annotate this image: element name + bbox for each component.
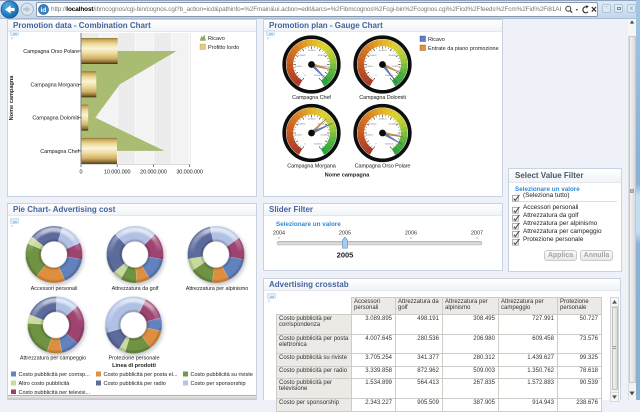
svg-text:10.000.0: 10.000.0: [297, 123, 306, 125]
svg-text:2006: 2006: [405, 231, 417, 237]
svg-text:Altro costo pubblicità: Altro costo pubblicità: [19, 381, 71, 387]
svg-text:Protezione personale: Protezione personale: [109, 356, 160, 362]
svg-text:5.000.0: 5.000.0: [295, 134, 303, 136]
svg-text:10.000.0: 10.000.0: [297, 55, 306, 57]
svg-text:25.000.0: 25.000.0: [392, 66, 401, 68]
svg-text:Campagna Orso Polare: Campagna Orso Polare: [355, 164, 411, 170]
svg-text:Attrezzatura per alpinismo: Attrezzatura per alpinismo: [186, 286, 249, 292]
svg-text:5.000.0: 5.000.0: [366, 134, 374, 136]
svg-text:Costo pubblicità per televisi.: Costo pubblicità per televisi...: [19, 390, 91, 394]
svg-text:Profitto lordo: Profitto lordo: [208, 45, 239, 51]
svg-text:20.000.0: 20.000.0: [389, 55, 398, 57]
svg-text:20.000.0: 20.000.0: [389, 123, 398, 125]
svg-text:10.000.0: 10.000.0: [368, 123, 377, 125]
svg-text:25.000.0: 25.000.0: [321, 134, 330, 136]
svg-text:Campagna Morgana: Campagna Morgana: [30, 82, 80, 88]
svg-text:2005: 2005: [339, 231, 351, 237]
svg-text:Campagna Dolomiti: Campagna Dolomiti: [32, 116, 79, 122]
svg-text:15.000.0: 15.000.0: [378, 119, 387, 121]
svg-text:15.000.0: 15.000.0: [307, 50, 316, 52]
svg-text:id: id: [41, 7, 47, 14]
svg-text:5.000.0: 5.000.0: [366, 66, 374, 68]
svg-text:Campagna Chef: Campagna Chef: [292, 95, 331, 101]
svg-text:Linea di prodotti: Linea di prodotti: [112, 363, 156, 369]
svg-text:5.000.0: 5.000.0: [295, 66, 303, 68]
svg-text:0: 0: [80, 170, 83, 176]
svg-text:10.000.0: 10.000.0: [368, 55, 377, 57]
svg-text:Accessori personali: Accessori personali: [31, 286, 78, 292]
svg-text:Costo pubblicità su riviste: Costo pubblicità su riviste: [191, 372, 253, 378]
svg-text:Costo per sponsorship: Costo per sponsorship: [191, 381, 246, 387]
svg-text:Ricavo: Ricavo: [428, 37, 445, 43]
svg-text:Attrezzatura per campeggio: Attrezzatura per campeggio: [20, 356, 86, 362]
svg-text:20.000.000: 20.000.000: [140, 170, 167, 176]
svg-text:10.000.000: 10.000.000: [104, 170, 131, 176]
svg-text:Entrate da piano promozione: Entrate da piano promozione: [428, 46, 499, 52]
svg-text:2004: 2004: [273, 231, 285, 237]
svg-text:Campagna Morgana: Campagna Morgana: [287, 164, 337, 170]
svg-text:Attrezzatura da golf: Attrezzatura da golf: [112, 286, 159, 292]
svg-text:15.000.0: 15.000.0: [307, 119, 316, 121]
svg-text:15.000.0: 15.000.0: [378, 50, 387, 52]
svg-text:Costo pubblicità per corrisp..: Costo pubblicità per corrisp...: [19, 372, 91, 378]
svg-text:Costo pubblicità per radio: Costo pubblicità per radio: [104, 381, 166, 387]
svg-text:Campagna Orso Polare: Campagna Orso Polare: [23, 49, 79, 55]
svg-text:30.000.000: 30.000.000: [176, 170, 203, 176]
svg-text:2005: 2005: [337, 251, 354, 260]
svg-text:Campagna Chef: Campagna Chef: [40, 149, 79, 155]
svg-text:2007: 2007: [471, 231, 483, 237]
svg-text:Nome campagna: Nome campagna: [9, 75, 15, 121]
svg-text:30.000.0: 30.000.0: [314, 144, 323, 146]
svg-text:Costo pubblicità per posta el.: Costo pubblicità per posta el...: [104, 372, 178, 378]
svg-text:Ricavo: Ricavo: [208, 36, 225, 42]
svg-text:Nome campagna: Nome campagna: [325, 173, 371, 179]
svg-text:30.000.0: 30.000.0: [385, 144, 394, 146]
svg-text:20.000.0: 20.000.0: [318, 55, 327, 57]
svg-text:Campagna Dolomiti: Campagna Dolomiti: [359, 95, 406, 101]
